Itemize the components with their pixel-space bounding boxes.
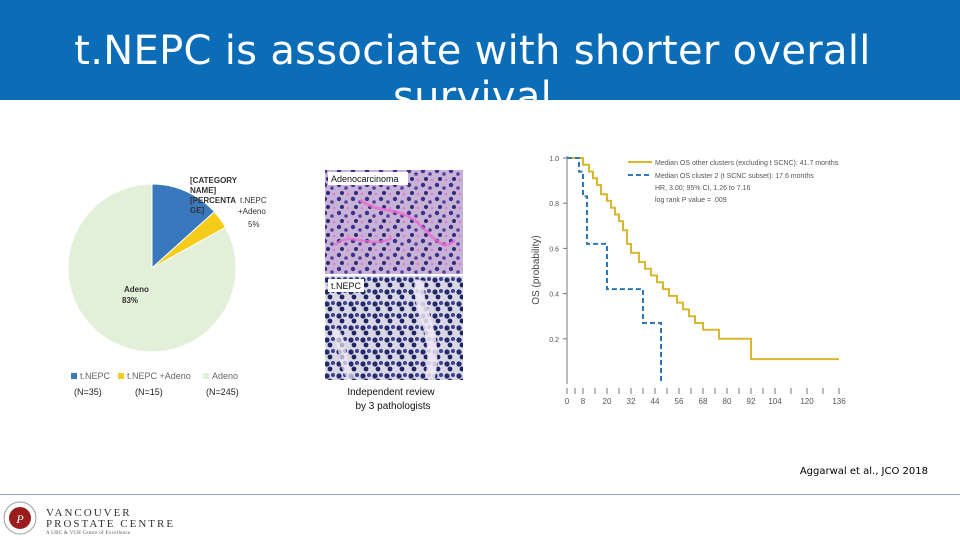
legend-label-tnepc: t.NEPC [80, 371, 111, 381]
km-legend-text-2: HR, 3.00; 95% CI, 1.26 to 7.16 [655, 185, 750, 192]
km-x-tick-label: 120 [800, 397, 814, 406]
vancouver-prostate-centre-logo: P [3, 501, 37, 535]
km-legend: Median OS other clusters (excluding t SC… [628, 160, 839, 204]
legend-swatch-tnepc [71, 373, 77, 379]
km-x-tick-label: 56 [675, 397, 684, 406]
km-survival-chart: OS (probability) 0.2 0.4 0.6 0.8 1.0 0 8 20 32 44… [531, 156, 846, 406]
count-tnepc: (N=35) [74, 387, 102, 397]
km-legend-text-3: log rank P value = .009 [655, 197, 727, 204]
km-x-tick-label: 92 [747, 397, 756, 406]
histology-caption-line1: Independent review [347, 387, 435, 398]
histology-panel: Adenocarcinoma t.NEPC Independent review… [325, 170, 463, 412]
km-y-axis-label: OS (probability) [531, 235, 542, 304]
km-x-tick-label: 136 [832, 397, 846, 406]
count-tnepc-adeno: (N=15) [135, 387, 163, 397]
legend-label-adeno: Adeno [212, 371, 238, 381]
histology-label-adenocarcinoma: Adenocarcinoma [331, 174, 399, 184]
km-y-tick-label: 1.0 [549, 156, 559, 163]
pie-legend: t.NEPC t.NEPC +Adeno Adeno (N=35) (N=15)… [71, 371, 239, 397]
pie-slice-tnepc [151, 183, 216, 270]
km-x-tick-label: 20 [603, 397, 612, 406]
km-x-tick-label: 80 [723, 397, 732, 406]
km-x-tick-label: 44 [651, 397, 660, 406]
histology-label-tnepc: t.NEPC [331, 281, 362, 291]
pie-chart: Adeno 83% [CATEGORY NAME] [PERCENTA GE] … [67, 176, 269, 353]
km-legend-text-1: Median OS cluster 2 (t SCNC subset): 17.… [655, 173, 814, 180]
pie-label-adeno: Adeno [124, 285, 149, 294]
km-y-tick-label: 0.4 [549, 292, 559, 299]
pie-label-tnepc-adeno: t.NEPC +Adeno 5% [238, 196, 269, 229]
logo-wordmark: VANCOUVER PROSTATE CENTRE A UBC & VCH Ce… [46, 507, 176, 537]
km-series-0 [567, 157, 839, 361]
km-x-tick-label: 32 [627, 397, 636, 406]
km-x-tick-label: 8 [581, 397, 586, 406]
histology-image-adenocarcinoma [325, 170, 463, 274]
pie-label-category: [CATEGORY NAME] [PERCENTA GE] [190, 176, 239, 215]
km-legend-text-0: Median OS other clusters (excluding t SC… [655, 160, 839, 167]
logo-emblem [9, 507, 31, 529]
legend-swatch-tnepc-adeno [118, 373, 124, 379]
km-y-tick-label: 0.6 [549, 246, 559, 253]
pie-slice-tnepc-adeno [151, 211, 227, 269]
label-box-tnepc [328, 279, 364, 292]
citation: Aggarwal et al., JCO 2018 [799, 466, 928, 477]
km-x-tick-label: 0 [565, 397, 570, 406]
km-y-tick-label: 0.2 [549, 337, 559, 344]
pie-label-adeno-pct: 83% [122, 296, 138, 305]
legend-label-tnepc-adeno: t.NEPC +Adeno [127, 371, 191, 381]
km-y-tick-label: 0.8 [549, 201, 559, 208]
km-series-1 [567, 157, 662, 384]
count-adeno: (N=245) [206, 387, 239, 397]
footer-divider [0, 494, 960, 495]
title-bar [0, 0, 960, 100]
slide-title: t.NEPC is associate with shorter overall… [74, 28, 871, 120]
logo-glyph: P [15, 512, 24, 526]
label-box-adenocarcinoma [328, 172, 408, 185]
km-x-tick-label: 104 [768, 397, 782, 406]
legend-swatch-adeno [203, 373, 209, 379]
histology-caption-line2: by 3 pathologists [355, 401, 430, 412]
km-x-tick-label: 68 [699, 397, 708, 406]
